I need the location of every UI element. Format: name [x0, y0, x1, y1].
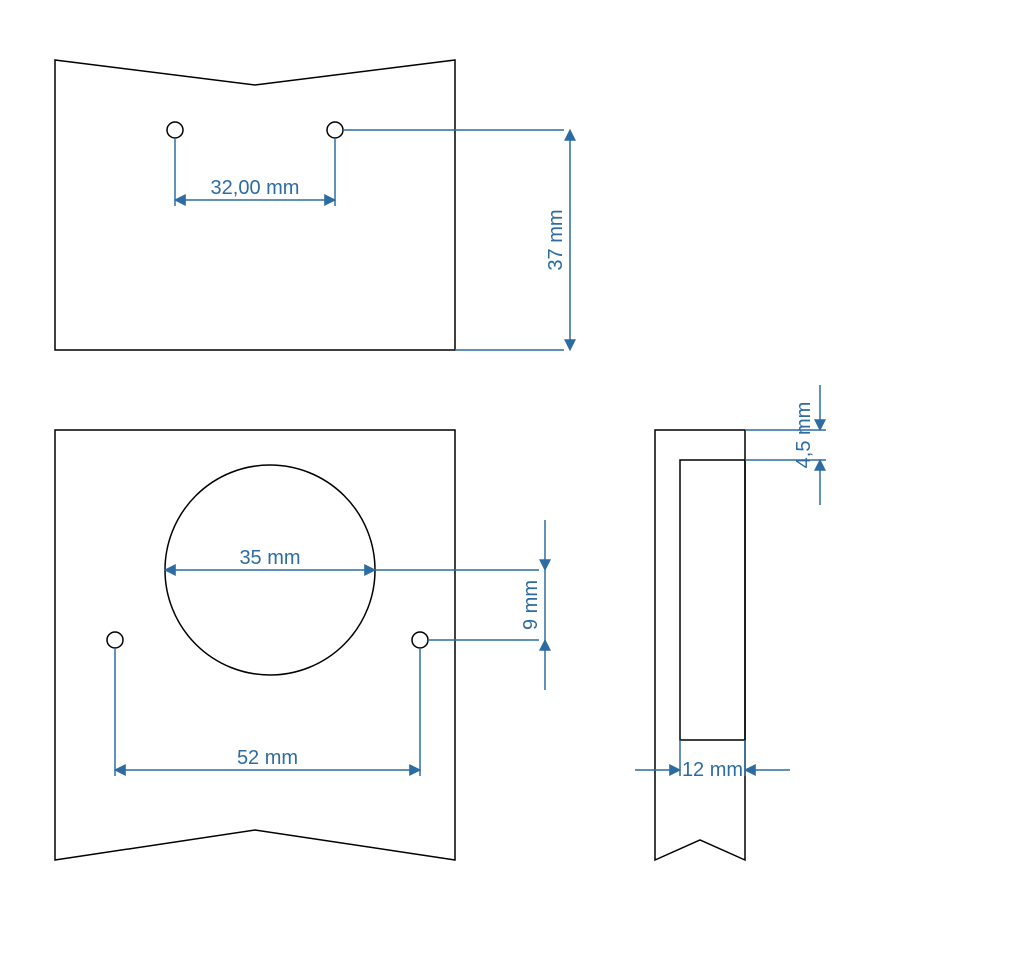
- dim-hole-offset: 9 mm: [520, 580, 542, 630]
- recess-outline: [680, 460, 745, 740]
- mounting-hole: [412, 632, 428, 648]
- mounting-hole: [327, 122, 343, 138]
- dim-hole-spacing-bottom: 52 mm: [237, 747, 298, 769]
- dim-hole-spacing-top: 32,00 mm: [211, 177, 300, 199]
- panel-outline: [55, 430, 455, 860]
- dim-cup-diameter: 35 mm: [239, 547, 300, 569]
- side-view: 12 mm 4,5 mm: [635, 385, 826, 860]
- mounting-hole: [107, 632, 123, 648]
- dim-height-top: 37 mm: [545, 209, 567, 270]
- front-view: 35 mm 52 mm 9 mm: [55, 430, 545, 860]
- engineering-drawing: 32,00 mm 37 mm 35 mm 52 mm 9 mm 12 mm 4,5 mm: [0, 0, 1012, 960]
- panel-outline: [55, 60, 455, 350]
- dim-overlay-depth: 12 mm: [682, 759, 743, 781]
- mounting-hole: [167, 122, 183, 138]
- panel-outline: [655, 430, 745, 860]
- dim-overlay-offset: 4,5 mm: [793, 402, 815, 469]
- top-view: 32,00 mm 37 mm: [55, 60, 570, 350]
